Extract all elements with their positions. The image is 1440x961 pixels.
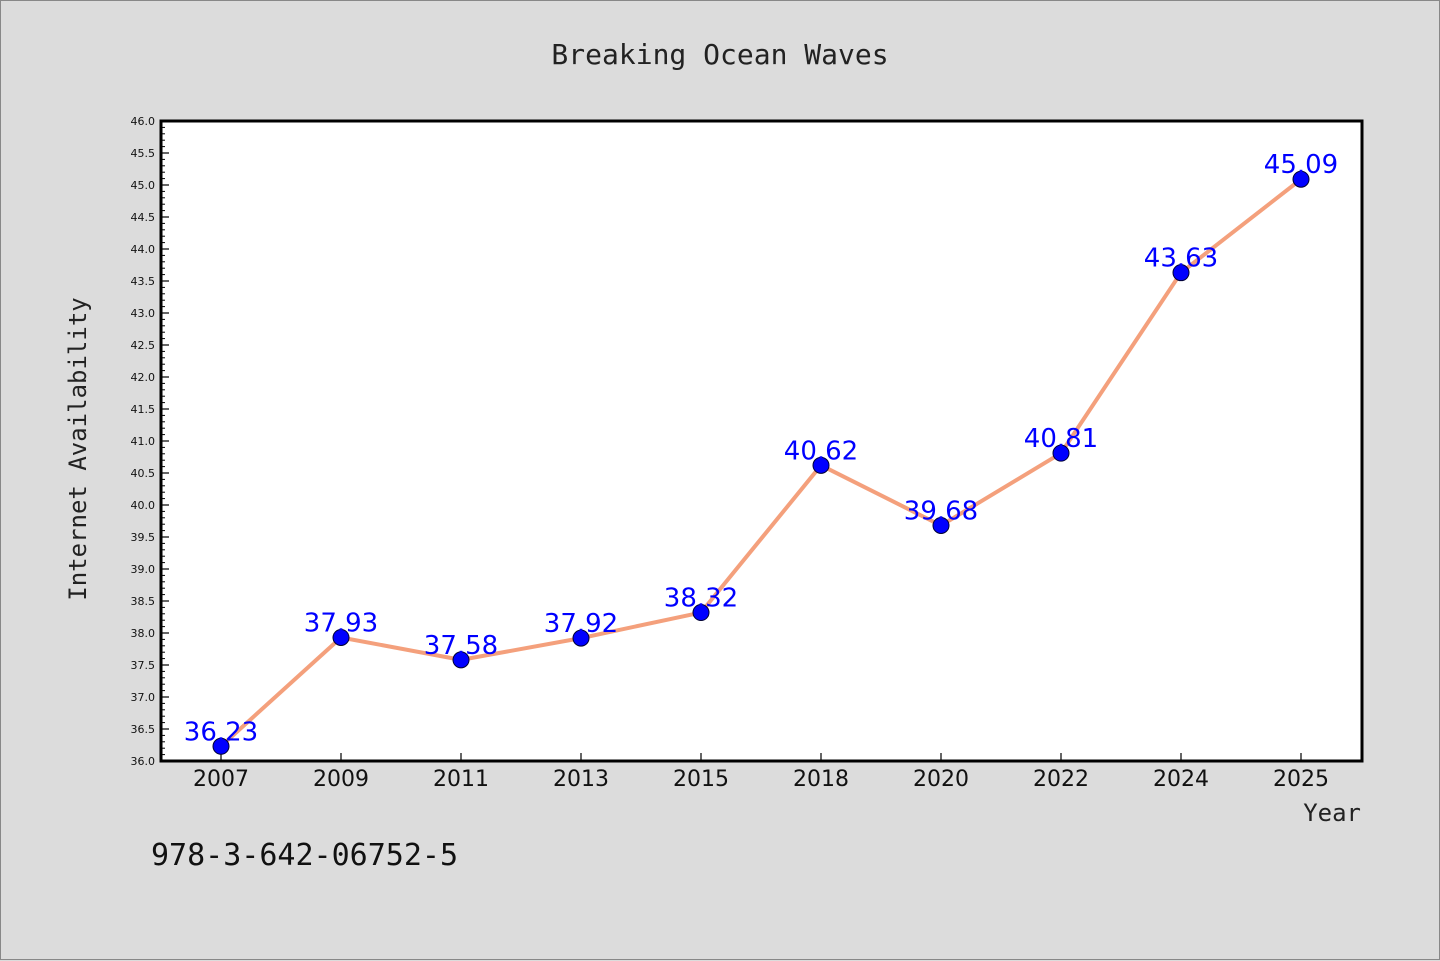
data-label: 43.63 <box>1144 244 1218 274</box>
chart-title: Breaking Ocean Waves <box>551 38 888 71</box>
y-tick-label: 36.5 <box>131 723 156 736</box>
data-point <box>812 456 830 474</box>
data-label: 36.23 <box>184 717 258 747</box>
data-point <box>572 629 590 647</box>
y-axis-title: Internet Availability <box>64 297 92 600</box>
x-axis-title: Year <box>1303 799 1361 827</box>
data-label: 37.93 <box>304 608 378 638</box>
y-tick-label: 45.5 <box>131 147 156 160</box>
x-tick-label: 2009 <box>313 767 369 792</box>
x-tick-label: 2013 <box>553 767 609 792</box>
data-point <box>1052 444 1070 462</box>
x-tick-label: 2020 <box>913 767 969 792</box>
y-tick-label: 38.5 <box>131 595 156 608</box>
y-tick-label: 45.0 <box>131 179 156 192</box>
y-tick-label: 39.0 <box>131 563 156 576</box>
data-point <box>692 604 710 622</box>
x-tick-label: 2025 <box>1273 767 1329 792</box>
y-tick-label: 36.0 <box>131 755 156 768</box>
data-label: 40.81 <box>1024 424 1098 454</box>
y-tick-label: 37.5 <box>131 659 156 672</box>
data-point <box>1172 264 1190 282</box>
y-tick-label: 44.0 <box>131 243 156 256</box>
y-tick-label: 38.0 <box>131 627 156 640</box>
x-tick-label: 2011 <box>433 767 489 792</box>
x-tick-label: 2024 <box>1153 767 1209 792</box>
data-point <box>932 516 950 534</box>
data-point <box>212 737 230 755</box>
y-tick-label: 43.5 <box>131 275 156 288</box>
isbn-text: 978-3-642-06752-5 <box>151 838 458 873</box>
data-label: 45.09 <box>1264 150 1338 180</box>
data-point <box>1292 170 1310 188</box>
data-label: 37.58 <box>424 631 498 661</box>
x-tick-label: 2007 <box>193 767 249 792</box>
y-tick-label: 44.5 <box>131 211 156 224</box>
x-axis: 2007 2009 2011 2013 2015 2018 2020 2022 2024 2025 <box>193 753 1329 792</box>
x-tick-label: 2018 <box>793 767 849 792</box>
y-tick-label: 46.0 <box>131 115 156 128</box>
y-tick-label: 42.0 <box>131 371 156 384</box>
data-label: 40.62 <box>784 436 858 466</box>
series-line <box>219 177 1303 749</box>
series-layer: 36.23 37.93 37.58 37.92 38.32 40.62 39.68 40.81… <box>184 150 1338 755</box>
y-tick-label: 40.5 <box>131 467 156 480</box>
y-tick-label: 41.0 <box>131 435 156 448</box>
y-tick-label: 41.5 <box>131 403 156 416</box>
y-axis: 36.0 36.5 37.0 37.5 38.0 38.5 39.0 39.5 40.0 40.5… <box>131 115 169 768</box>
x-tick-label: 2022 <box>1033 767 1089 792</box>
plot-area <box>159 119 1364 763</box>
y-tick-label: 43.0 <box>131 307 156 320</box>
y-tick-label: 40.0 <box>131 499 156 512</box>
data-label: 38.32 <box>664 584 738 614</box>
y-tick-label: 37.0 <box>131 691 156 704</box>
y-tick-label: 42.5 <box>131 339 156 352</box>
data-point <box>332 628 350 646</box>
x-tick-label: 2015 <box>673 767 729 792</box>
data-label: 37.92 <box>544 609 618 639</box>
data-label: 39.68 <box>904 496 978 526</box>
y-tick-label: 39.5 <box>131 531 156 544</box>
data-point <box>452 651 470 669</box>
